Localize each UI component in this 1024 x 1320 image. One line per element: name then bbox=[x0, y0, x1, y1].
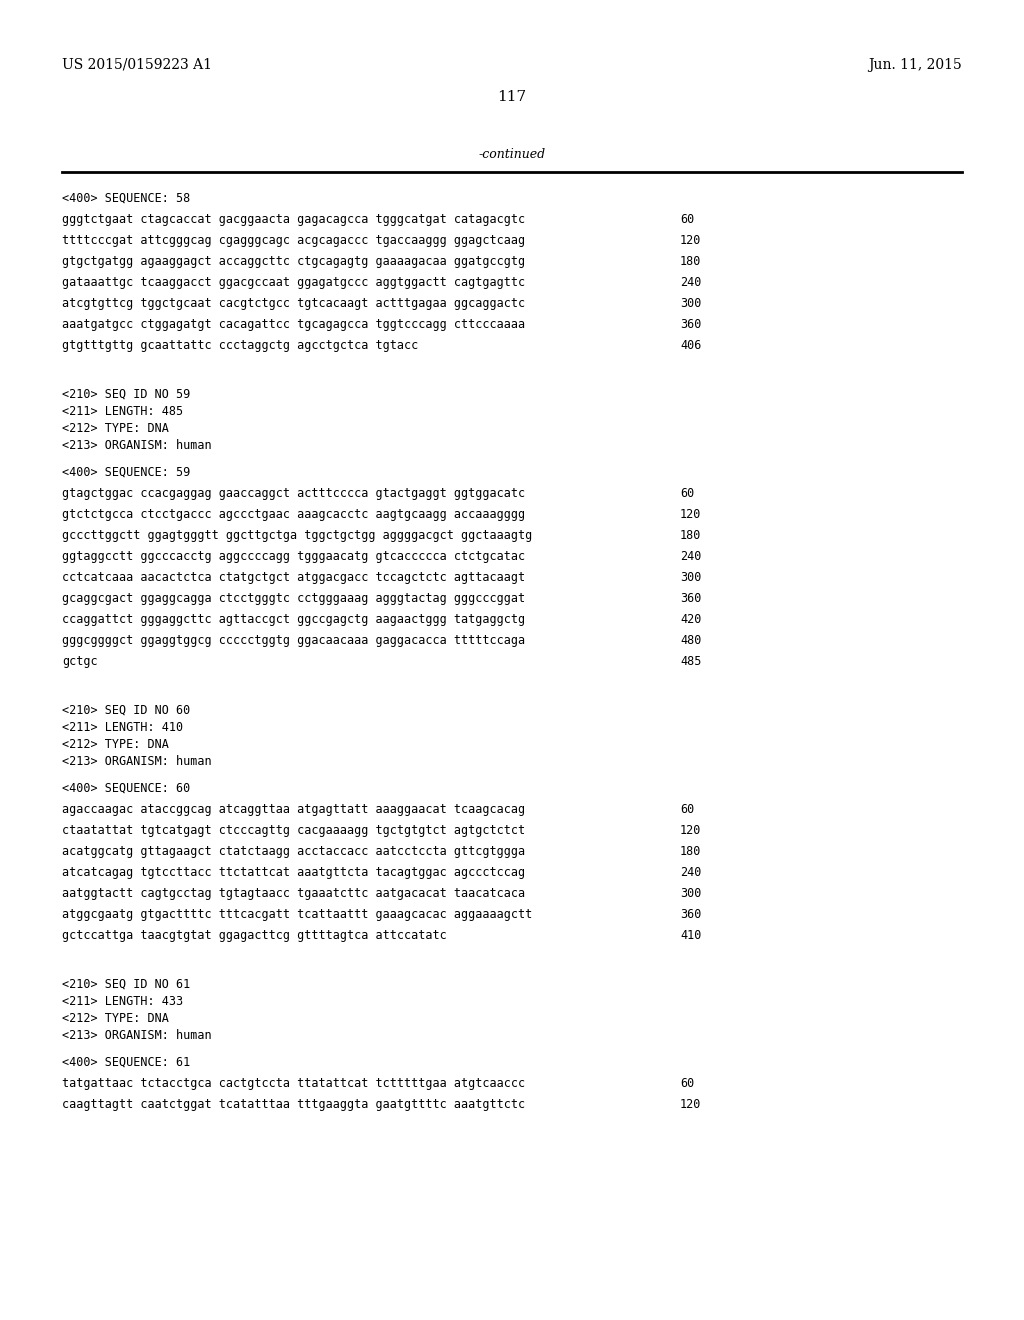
Text: <211> LENGTH: 485: <211> LENGTH: 485 bbox=[62, 405, 183, 418]
Text: 480: 480 bbox=[680, 634, 701, 647]
Text: atcatcagag tgtccttacc ttctattcat aaatgttcta tacagtggac agccctccag: atcatcagag tgtccttacc ttctattcat aaatgtt… bbox=[62, 866, 525, 879]
Text: tatgattaac tctacctgca cactgtccta ttatattcat tctttttgaa atgtcaaccc: tatgattaac tctacctgca cactgtccta ttatatt… bbox=[62, 1077, 525, 1090]
Text: aatggtactt cagtgcctag tgtagtaacc tgaaatcttc aatgacacat taacatcaca: aatggtactt cagtgcctag tgtagtaacc tgaaatc… bbox=[62, 887, 525, 900]
Text: <400> SEQUENCE: 58: <400> SEQUENCE: 58 bbox=[62, 191, 190, 205]
Text: 180: 180 bbox=[680, 845, 701, 858]
Text: gctgc: gctgc bbox=[62, 655, 97, 668]
Text: gcaggcgact ggaggcagga ctcctgggtc cctgggaaag agggtactag gggcccggat: gcaggcgact ggaggcagga ctcctgggtc cctggga… bbox=[62, 591, 525, 605]
Text: 420: 420 bbox=[680, 612, 701, 626]
Text: 410: 410 bbox=[680, 929, 701, 942]
Text: US 2015/0159223 A1: US 2015/0159223 A1 bbox=[62, 58, 212, 73]
Text: 406: 406 bbox=[680, 339, 701, 352]
Text: <212> TYPE: DNA: <212> TYPE: DNA bbox=[62, 422, 169, 436]
Text: <211> LENGTH: 410: <211> LENGTH: 410 bbox=[62, 721, 183, 734]
Text: aaatgatgcc ctggagatgt cacagattcc tgcagagcca tggtcccagg cttcccaaaa: aaatgatgcc ctggagatgt cacagattcc tgcagag… bbox=[62, 318, 525, 331]
Text: acatggcatg gttagaagct ctatctaagg acctaccacc aatcctccta gttcgtggga: acatggcatg gttagaagct ctatctaagg acctacc… bbox=[62, 845, 525, 858]
Text: ttttcccgat attcgggcag cgagggcagc acgcagaccc tgaccaaggg ggagctcaag: ttttcccgat attcgggcag cgagggcagc acgcaga… bbox=[62, 234, 525, 247]
Text: atggcgaatg gtgacttttc tttcacgatt tcattaattt gaaagcacac aggaaaagctt: atggcgaatg gtgacttttc tttcacgatt tcattaa… bbox=[62, 908, 532, 921]
Text: 485: 485 bbox=[680, 655, 701, 668]
Text: 300: 300 bbox=[680, 887, 701, 900]
Text: ggtaggcctt ggcccacctg aggccccagg tgggaacatg gtcaccccca ctctgcatac: ggtaggcctt ggcccacctg aggccccagg tgggaac… bbox=[62, 550, 525, 564]
Text: ccaggattct gggaggcttc agttaccgct ggccgagctg aagaactggg tatgaggctg: ccaggattct gggaggcttc agttaccgct ggccgag… bbox=[62, 612, 525, 626]
Text: gtgtttgttg gcaattattc ccctaggctg agcctgctca tgtacc: gtgtttgttg gcaattattc ccctaggctg agcctgc… bbox=[62, 339, 418, 352]
Text: ctaatattat tgtcatgagt ctcccagttg cacgaaaagg tgctgtgtct agtgctctct: ctaatattat tgtcatgagt ctcccagttg cacgaaa… bbox=[62, 824, 525, 837]
Text: 240: 240 bbox=[680, 276, 701, 289]
Text: 360: 360 bbox=[680, 591, 701, 605]
Text: <212> TYPE: DNA: <212> TYPE: DNA bbox=[62, 1012, 169, 1026]
Text: <212> TYPE: DNA: <212> TYPE: DNA bbox=[62, 738, 169, 751]
Text: 300: 300 bbox=[680, 297, 701, 310]
Text: cctcatcaaa aacactctca ctatgctgct atggacgacc tccagctctc agttacaagt: cctcatcaaa aacactctca ctatgctgct atggacg… bbox=[62, 572, 525, 583]
Text: 60: 60 bbox=[680, 213, 694, 226]
Text: gtgctgatgg agaaggagct accaggcttc ctgcagagtg gaaaagacaa ggatgccgtg: gtgctgatgg agaaggagct accaggcttc ctgcaga… bbox=[62, 255, 525, 268]
Text: 180: 180 bbox=[680, 529, 701, 543]
Text: gataaattgc tcaaggacct ggacgccaat ggagatgccc aggtggactt cagtgagttc: gataaattgc tcaaggacct ggacgccaat ggagatg… bbox=[62, 276, 525, 289]
Text: 120: 120 bbox=[680, 1098, 701, 1111]
Text: <210> SEQ ID NO 59: <210> SEQ ID NO 59 bbox=[62, 388, 190, 401]
Text: gctccattga taacgtgtat ggagacttcg gttttagtca attccatatc: gctccattga taacgtgtat ggagacttcg gttttag… bbox=[62, 929, 446, 942]
Text: <400> SEQUENCE: 59: <400> SEQUENCE: 59 bbox=[62, 466, 190, 479]
Text: 360: 360 bbox=[680, 318, 701, 331]
Text: 360: 360 bbox=[680, 908, 701, 921]
Text: 240: 240 bbox=[680, 866, 701, 879]
Text: <210> SEQ ID NO 61: <210> SEQ ID NO 61 bbox=[62, 978, 190, 991]
Text: 120: 120 bbox=[680, 824, 701, 837]
Text: gtagctggac ccacgaggag gaaccaggct actttcccca gtactgaggt ggtggacatc: gtagctggac ccacgaggag gaaccaggct actttcc… bbox=[62, 487, 525, 500]
Text: gtctctgcca ctcctgaccc agccctgaac aaagcacctc aagtgcaagg accaaagggg: gtctctgcca ctcctgaccc agccctgaac aaagcac… bbox=[62, 508, 525, 521]
Text: Jun. 11, 2015: Jun. 11, 2015 bbox=[868, 58, 962, 73]
Text: gcccttggctt ggagtgggtt ggcttgctga tggctgctgg aggggacgct ggctaaagtg: gcccttggctt ggagtgggtt ggcttgctga tggctg… bbox=[62, 529, 532, 543]
Text: 120: 120 bbox=[680, 234, 701, 247]
Text: <400> SEQUENCE: 61: <400> SEQUENCE: 61 bbox=[62, 1056, 190, 1069]
Text: <210> SEQ ID NO 60: <210> SEQ ID NO 60 bbox=[62, 704, 190, 717]
Text: <213> ORGANISM: human: <213> ORGANISM: human bbox=[62, 440, 212, 451]
Text: <400> SEQUENCE: 60: <400> SEQUENCE: 60 bbox=[62, 781, 190, 795]
Text: gggtctgaat ctagcaccat gacggaacta gagacagcca tgggcatgat catagacgtc: gggtctgaat ctagcaccat gacggaacta gagacag… bbox=[62, 213, 525, 226]
Text: 240: 240 bbox=[680, 550, 701, 564]
Text: <213> ORGANISM: human: <213> ORGANISM: human bbox=[62, 1030, 212, 1041]
Text: 120: 120 bbox=[680, 508, 701, 521]
Text: 180: 180 bbox=[680, 255, 701, 268]
Text: agaccaagac ataccggcag atcaggttaa atgagttatt aaaggaacat tcaagcacag: agaccaagac ataccggcag atcaggttaa atgagtt… bbox=[62, 803, 525, 816]
Text: 60: 60 bbox=[680, 1077, 694, 1090]
Text: <213> ORGANISM: human: <213> ORGANISM: human bbox=[62, 755, 212, 768]
Text: 300: 300 bbox=[680, 572, 701, 583]
Text: 60: 60 bbox=[680, 803, 694, 816]
Text: <211> LENGTH: 433: <211> LENGTH: 433 bbox=[62, 995, 183, 1008]
Text: 117: 117 bbox=[498, 90, 526, 104]
Text: -continued: -continued bbox=[478, 148, 546, 161]
Text: caagttagtt caatctggat tcatatttaa tttgaaggta gaatgttttc aaatgttctc: caagttagtt caatctggat tcatatttaa tttgaag… bbox=[62, 1098, 525, 1111]
Text: gggcggggct ggaggtggcg ccccctggtg ggacaacaaa gaggacacca tttttccaga: gggcggggct ggaggtggcg ccccctggtg ggacaac… bbox=[62, 634, 525, 647]
Text: 60: 60 bbox=[680, 487, 694, 500]
Text: atcgtgttcg tggctgcaat cacgtctgcc tgtcacaagt actttgagaa ggcaggactc: atcgtgttcg tggctgcaat cacgtctgcc tgtcaca… bbox=[62, 297, 525, 310]
